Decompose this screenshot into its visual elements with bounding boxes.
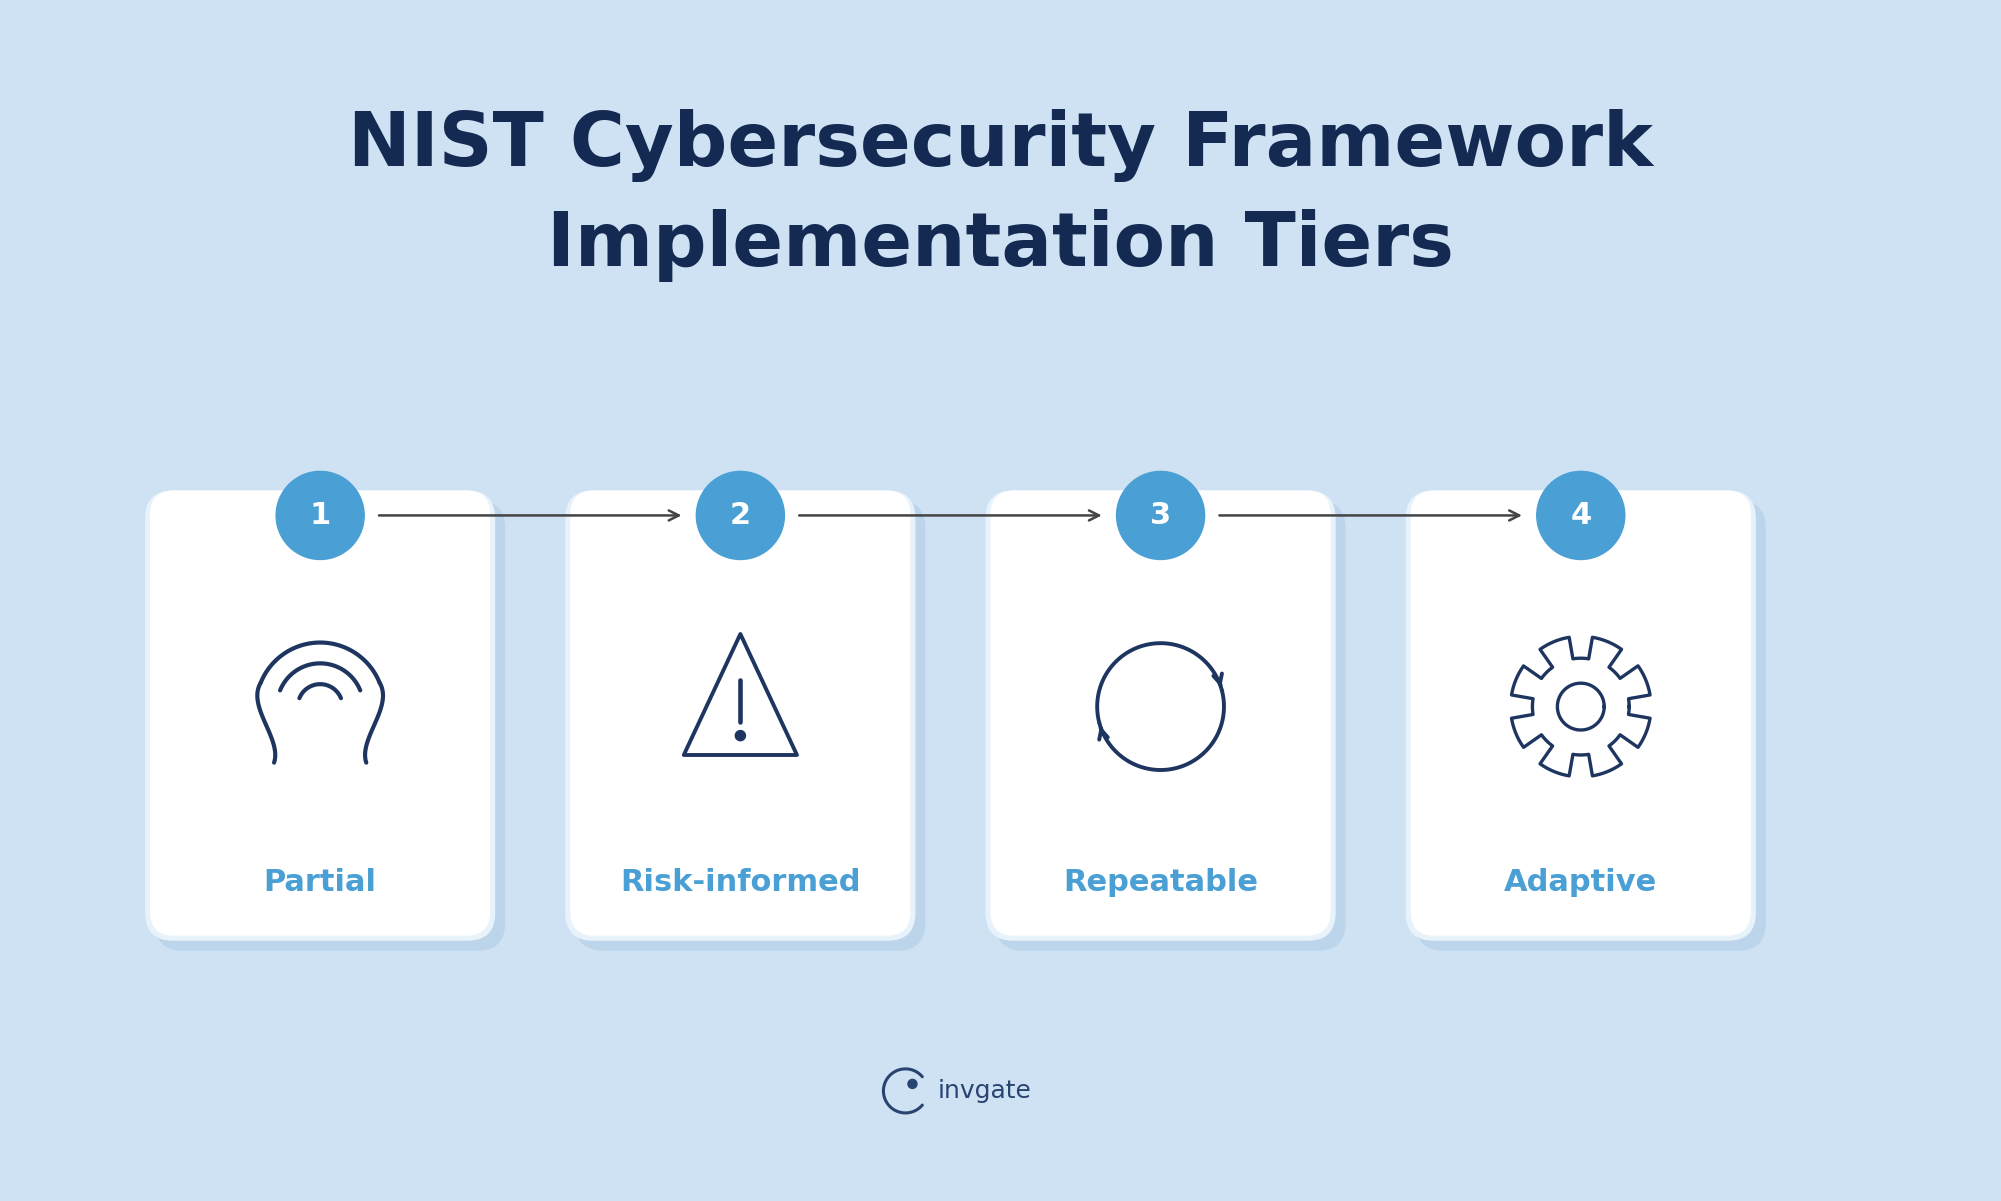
- FancyBboxPatch shape: [996, 501, 1345, 951]
- FancyBboxPatch shape: [1407, 490, 1757, 940]
- Circle shape: [1117, 472, 1205, 560]
- Text: Repeatable: Repeatable: [1063, 868, 1259, 897]
- Circle shape: [908, 1080, 916, 1088]
- Circle shape: [734, 730, 746, 741]
- Text: invgate: invgate: [938, 1078, 1031, 1103]
- FancyBboxPatch shape: [156, 501, 506, 951]
- FancyBboxPatch shape: [984, 490, 1337, 940]
- FancyBboxPatch shape: [990, 490, 1331, 936]
- FancyBboxPatch shape: [576, 501, 924, 951]
- Circle shape: [1537, 472, 1625, 560]
- Text: 4: 4: [1571, 501, 1591, 530]
- FancyBboxPatch shape: [570, 490, 910, 936]
- FancyBboxPatch shape: [566, 490, 916, 940]
- Text: 3: 3: [1151, 501, 1171, 530]
- Text: Risk-informed: Risk-informed: [620, 868, 860, 897]
- Text: 1: 1: [310, 501, 330, 530]
- FancyBboxPatch shape: [150, 490, 490, 936]
- Circle shape: [276, 472, 364, 560]
- Circle shape: [696, 472, 784, 560]
- FancyBboxPatch shape: [146, 490, 496, 940]
- Text: Implementation Tiers: Implementation Tiers: [546, 209, 1455, 282]
- Text: Partial: Partial: [264, 868, 376, 897]
- FancyBboxPatch shape: [1417, 501, 1767, 951]
- Text: NIST Cybersecurity Framework: NIST Cybersecurity Framework: [348, 108, 1653, 181]
- Text: Adaptive: Adaptive: [1505, 868, 1657, 897]
- FancyBboxPatch shape: [1411, 490, 1751, 936]
- Text: 2: 2: [730, 501, 750, 530]
